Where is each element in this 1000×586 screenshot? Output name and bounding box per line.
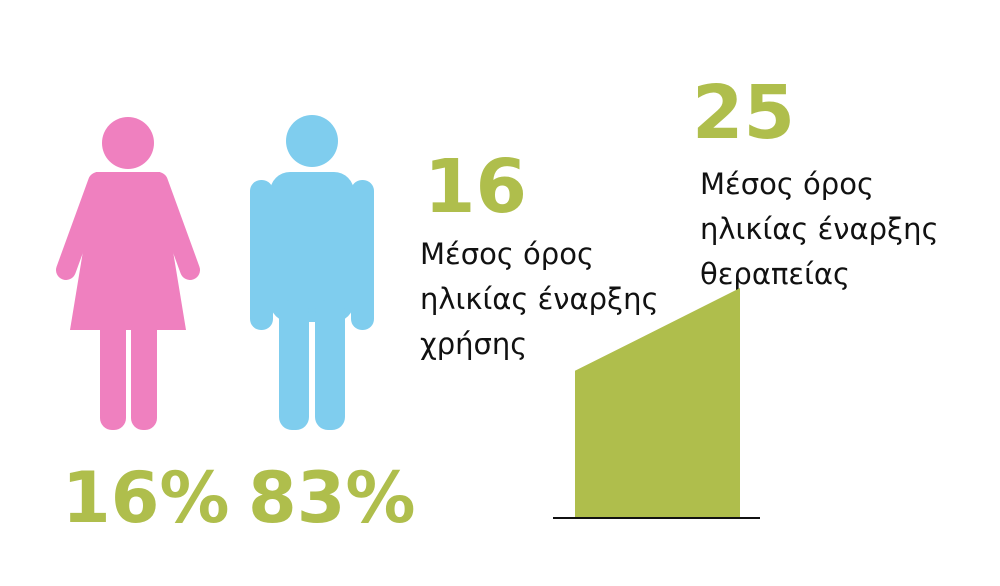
men-percent: 83% bbox=[248, 457, 416, 539]
age-label-line: ηλικίας έναρξης bbox=[420, 282, 659, 316]
age-label-line: Μέσος όρος bbox=[700, 167, 874, 201]
age-label-line: Μέσος όρος bbox=[420, 237, 594, 271]
women-percent: 16% bbox=[62, 457, 230, 539]
woman-icon bbox=[56, 117, 200, 430]
age-label-line: χρήσης bbox=[420, 327, 527, 361]
age-start-treatment: 25 bbox=[692, 70, 795, 156]
age-label-line: ηλικίας έναρξης bbox=[700, 212, 939, 246]
age-start-use: 16 bbox=[424, 144, 527, 230]
age-label-line: θεραπείας bbox=[700, 257, 850, 291]
man-icon bbox=[250, 115, 374, 430]
labels: Μέσος όρος ηλικίας έναρξης χρήσης Μέσος όρο… bbox=[420, 167, 939, 361]
age-shape bbox=[575, 288, 740, 518]
